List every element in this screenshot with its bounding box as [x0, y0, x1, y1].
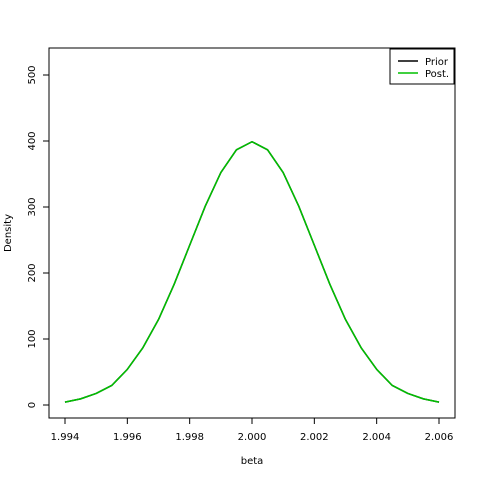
y-tick-label: 500	[27, 65, 38, 84]
series-line-post	[64, 140, 440, 403]
x-tick-label: 1.994	[51, 432, 80, 443]
x-tick-label: 1.996	[113, 432, 142, 443]
y-tick-label: 0	[27, 402, 38, 408]
legend-label-post: Post.	[425, 69, 449, 80]
y-tick-label: 400	[27, 131, 38, 150]
y-tick-label: 300	[27, 197, 38, 216]
x-tick-label: 1.998	[175, 432, 204, 443]
legend-box	[389, 48, 455, 85]
x-tick-label: 2.006	[425, 432, 454, 443]
x-tick-label: 2.000	[238, 432, 267, 443]
x-tick-label: 2.002	[300, 432, 329, 443]
y-tick-label: 200	[27, 263, 38, 282]
x-axis-title: beta	[241, 456, 264, 467]
series-layer	[64, 140, 440, 403]
y-axis-title: Density	[3, 214, 14, 252]
legend: Prior Post.	[389, 48, 455, 85]
y-axis: 0 100 200 300 400 500	[27, 65, 50, 408]
x-axis: 1.994 1.996 1.998 2.000 2.002 2.004 2.006	[51, 417, 454, 443]
legend-label-prior: Prior	[425, 57, 449, 68]
y-tick-label: 100	[27, 329, 38, 348]
x-tick-label: 2.004	[362, 432, 391, 443]
